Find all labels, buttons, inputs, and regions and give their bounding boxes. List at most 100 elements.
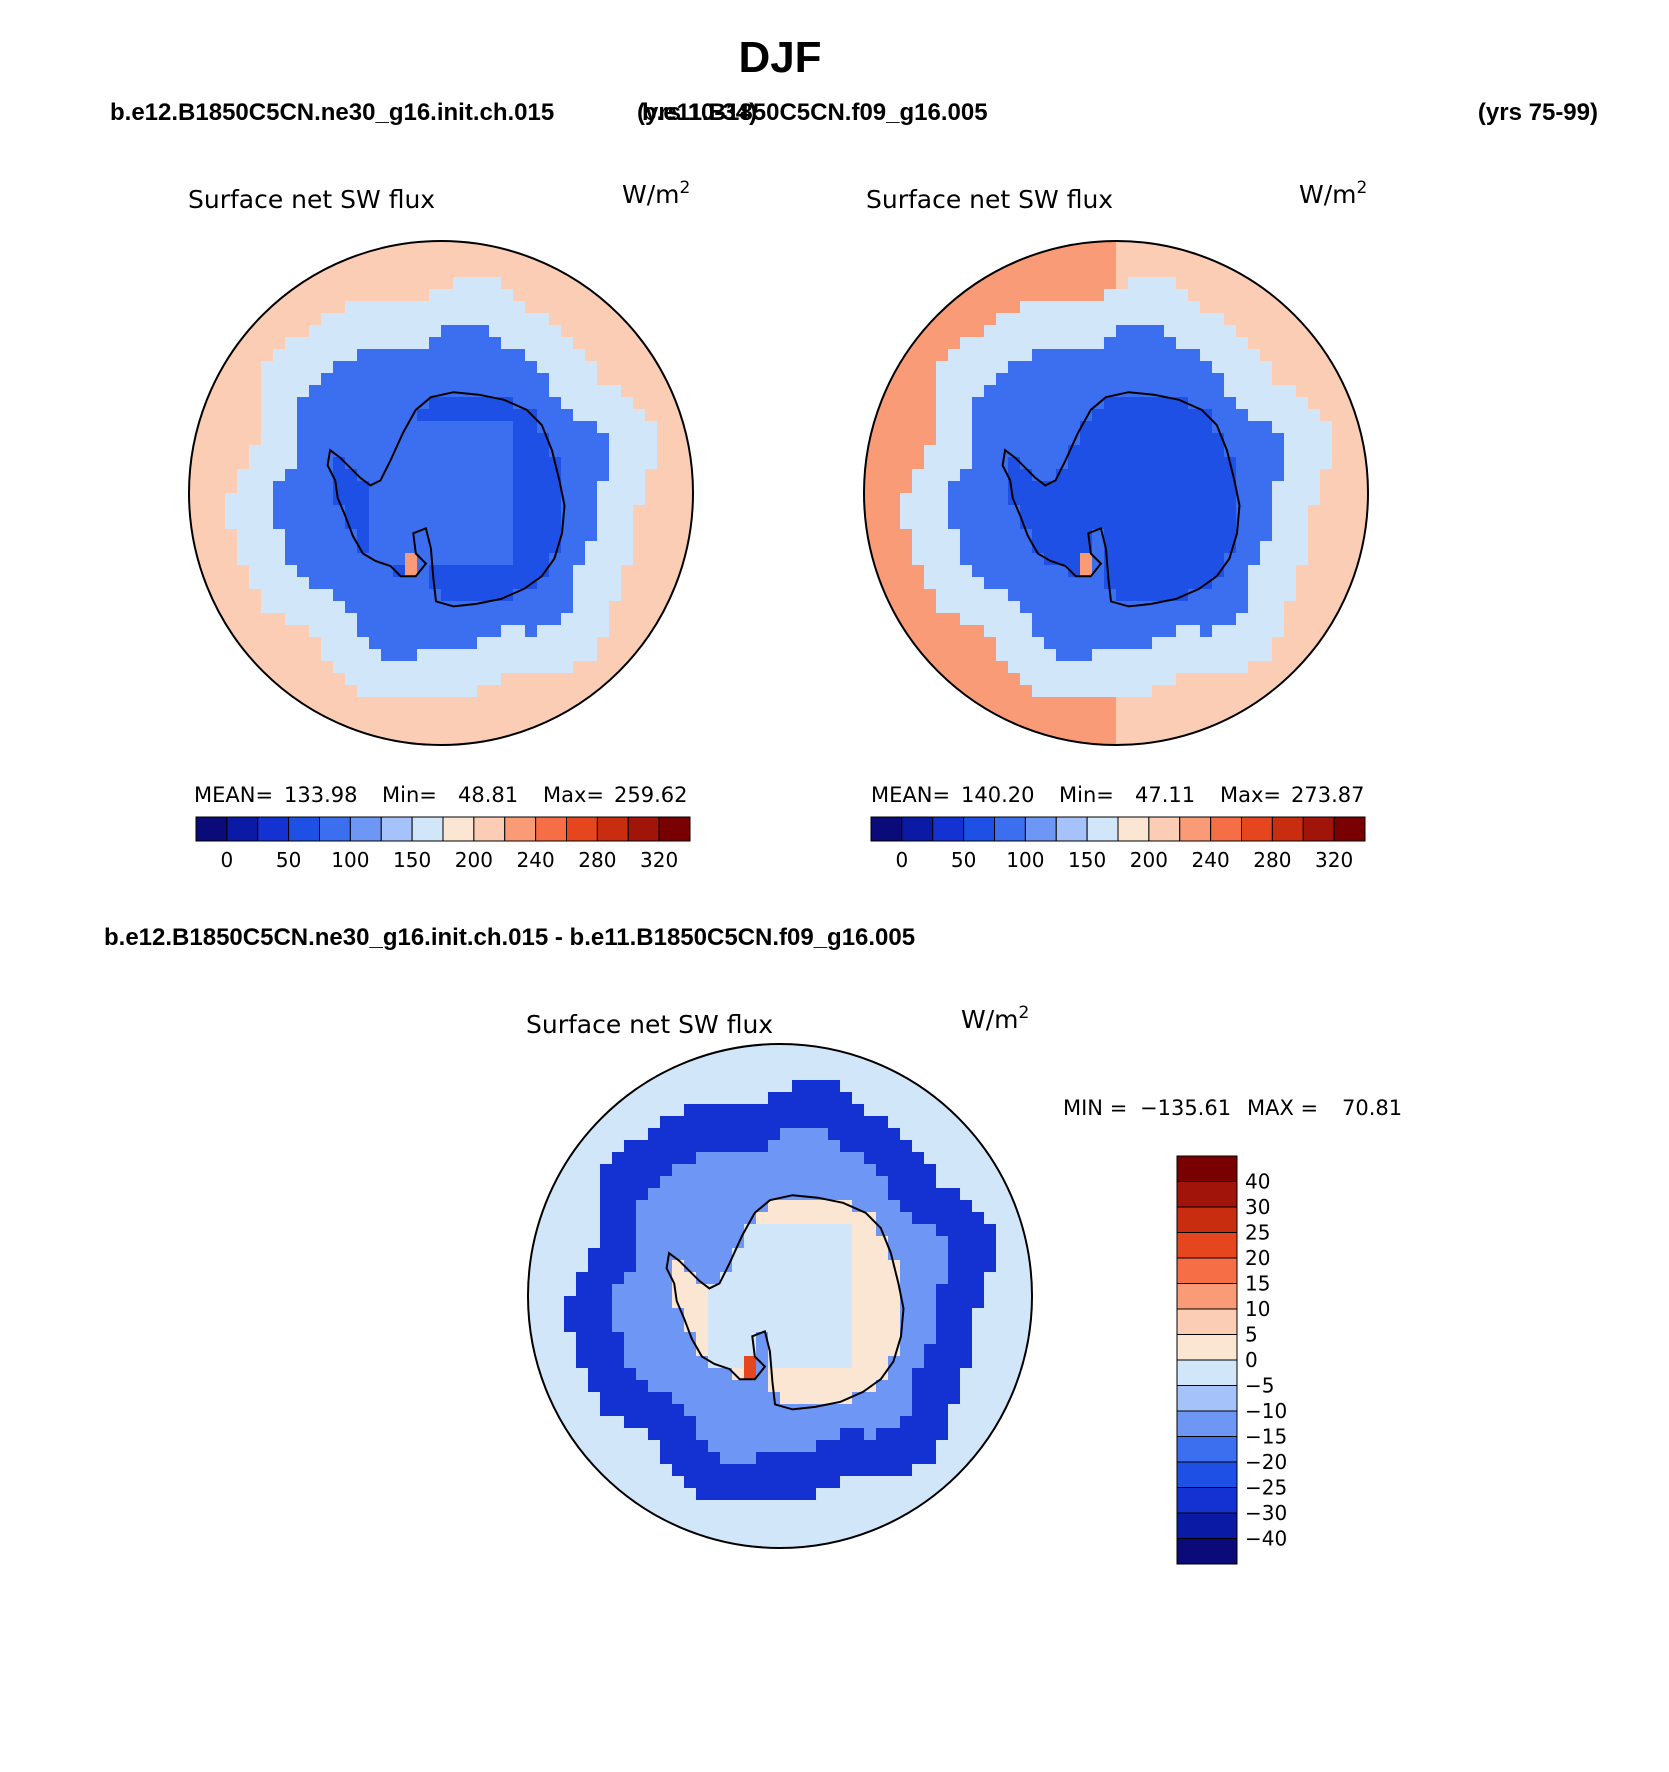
field-cell: [564, 1404, 576, 1416]
field-cell: [804, 1140, 816, 1152]
field-cell: [501, 637, 513, 649]
field-cell: [549, 529, 561, 541]
field-cell: [573, 445, 585, 457]
field-cell: [1116, 325, 1128, 337]
field-cell: [477, 685, 489, 697]
field-cell: [672, 1152, 684, 1164]
field-cell: [1056, 409, 1068, 421]
field-cell: [984, 589, 996, 601]
field-cell: [441, 289, 453, 301]
field-cell: [597, 325, 609, 337]
field-cell: [1152, 241, 1164, 253]
field-cell: [864, 493, 876, 505]
field-cell: [633, 661, 645, 673]
field-cell: [984, 1272, 996, 1284]
field-cell: [357, 505, 369, 517]
field-cell: [636, 1320, 648, 1332]
field-cell: [1008, 361, 1020, 373]
field-cell: [1248, 673, 1260, 685]
field-cell: [1236, 685, 1248, 697]
field-cell: [477, 265, 489, 277]
field-cell: [888, 1368, 900, 1380]
field-cell: [1164, 421, 1176, 433]
field-cell: [681, 481, 693, 493]
field-cell: [417, 493, 429, 505]
field-cell: [1116, 541, 1128, 553]
field-cell: [225, 589, 237, 601]
field-cell: [924, 1260, 936, 1272]
field-cell: [972, 649, 984, 661]
field-cell: [768, 1044, 780, 1056]
field-cell: [669, 529, 681, 541]
field-cell: [369, 445, 381, 457]
field-cell: [876, 529, 888, 541]
field-cell: [1164, 493, 1176, 505]
field-cell: [225, 553, 237, 565]
field-cell: [1164, 313, 1176, 325]
field-cell: [465, 409, 477, 421]
field-cell: [1032, 637, 1044, 649]
field-cell: [948, 1224, 960, 1236]
field-cell: [1344, 373, 1356, 385]
field-cell: [600, 1488, 612, 1500]
field-cell: [597, 385, 609, 397]
field-cell: [972, 1200, 984, 1212]
field-cell: [804, 1440, 816, 1452]
colorbar-tick-label: 150: [393, 848, 431, 872]
field-cell: [960, 361, 972, 373]
field-cell: [972, 685, 984, 697]
field-cell: [864, 1188, 876, 1200]
field-cell: [1032, 361, 1044, 373]
field-cell: [1128, 637, 1140, 649]
field-cell: [525, 709, 537, 721]
field-cell: [912, 601, 924, 613]
field-cell: [1008, 1248, 1020, 1260]
field-cell: [213, 397, 225, 409]
field-cell: [1308, 625, 1320, 637]
field-cell: [1212, 313, 1224, 325]
field-cell: [792, 1236, 804, 1248]
field-cell: [876, 1308, 888, 1320]
field-cell: [597, 397, 609, 409]
field-cell: [249, 421, 261, 433]
field-cell: [840, 1140, 852, 1152]
field-cell: [645, 577, 657, 589]
panel-control-units-exp: 2: [1357, 178, 1368, 198]
field-cell: [672, 1476, 684, 1488]
field-cell: [429, 241, 441, 253]
field-cell: [924, 1464, 936, 1476]
field-cell: [936, 553, 948, 565]
field-cell: [369, 349, 381, 361]
field-cell: [393, 373, 405, 385]
field-cell: [1236, 301, 1248, 313]
field-cell: [1080, 397, 1092, 409]
field-cell: [732, 1500, 744, 1512]
field-cell: [417, 469, 429, 481]
field-cell: [1164, 433, 1176, 445]
field-cell: [996, 1224, 1008, 1236]
field-cell: [900, 1416, 912, 1428]
field-cell: [804, 1260, 816, 1272]
field-cell: [1020, 469, 1032, 481]
field-cell: [1248, 349, 1260, 361]
field-cell: [1176, 349, 1188, 361]
field-cell: [936, 661, 948, 673]
field-cell: [972, 505, 984, 517]
field-cell: [936, 1464, 948, 1476]
field-cell: [768, 1236, 780, 1248]
field-cell: [1116, 241, 1128, 253]
field-cell: [528, 1296, 540, 1308]
field-cell: [648, 1248, 660, 1260]
field-cell: [585, 637, 597, 649]
field-cell: [345, 517, 357, 529]
field-cell: [489, 685, 501, 697]
field-cell: [924, 673, 936, 685]
field-cell: [417, 661, 429, 673]
field-cell: [621, 649, 633, 661]
field-cell: [657, 589, 669, 601]
field-cell: [888, 349, 900, 361]
field-cell: [537, 289, 549, 301]
field-cell: [888, 1464, 900, 1476]
field-cell: [273, 601, 285, 613]
field-cell: [996, 1428, 1008, 1440]
